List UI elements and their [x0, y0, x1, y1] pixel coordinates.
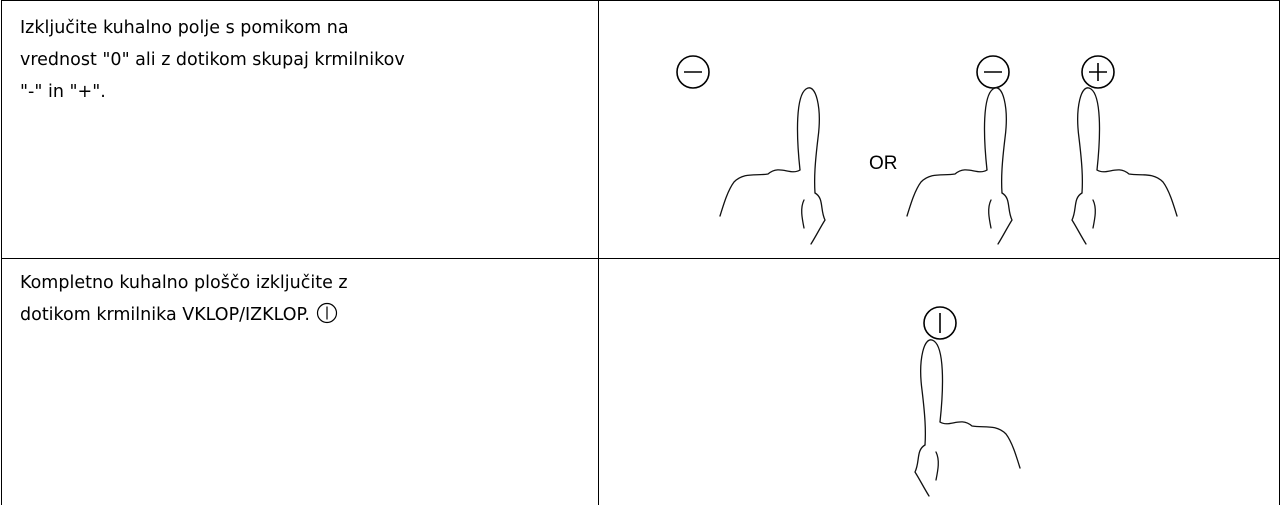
hand	[1071, 87, 1178, 245]
text-line: "-" in "+".	[20, 82, 106, 102]
hand	[906, 87, 1013, 245]
text-line: Izključite kuhalno polje s pomikom na	[20, 18, 349, 38]
row-divider	[1, 258, 1280, 259]
text-line: dotikom krmilnika VKLOP/IZKLOP.	[20, 305, 310, 325]
buttons	[676, 55, 1115, 340]
power-icon	[316, 302, 338, 324]
column-divider	[598, 0, 599, 505]
row-text: Izključite kuhalno polje s pomikom na vr…	[20, 12, 405, 108]
row-text: Kompletno kuhalno ploščo izključite z do…	[20, 267, 348, 331]
text-line: Kompletno kuhalno ploščo izključite z	[20, 273, 348, 293]
or-label: OR	[869, 153, 898, 174]
hand	[719, 87, 826, 245]
text-line: vrednost "0" ali z dotikom skupaj krmiln…	[20, 50, 405, 70]
hand	[914, 339, 1021, 497]
